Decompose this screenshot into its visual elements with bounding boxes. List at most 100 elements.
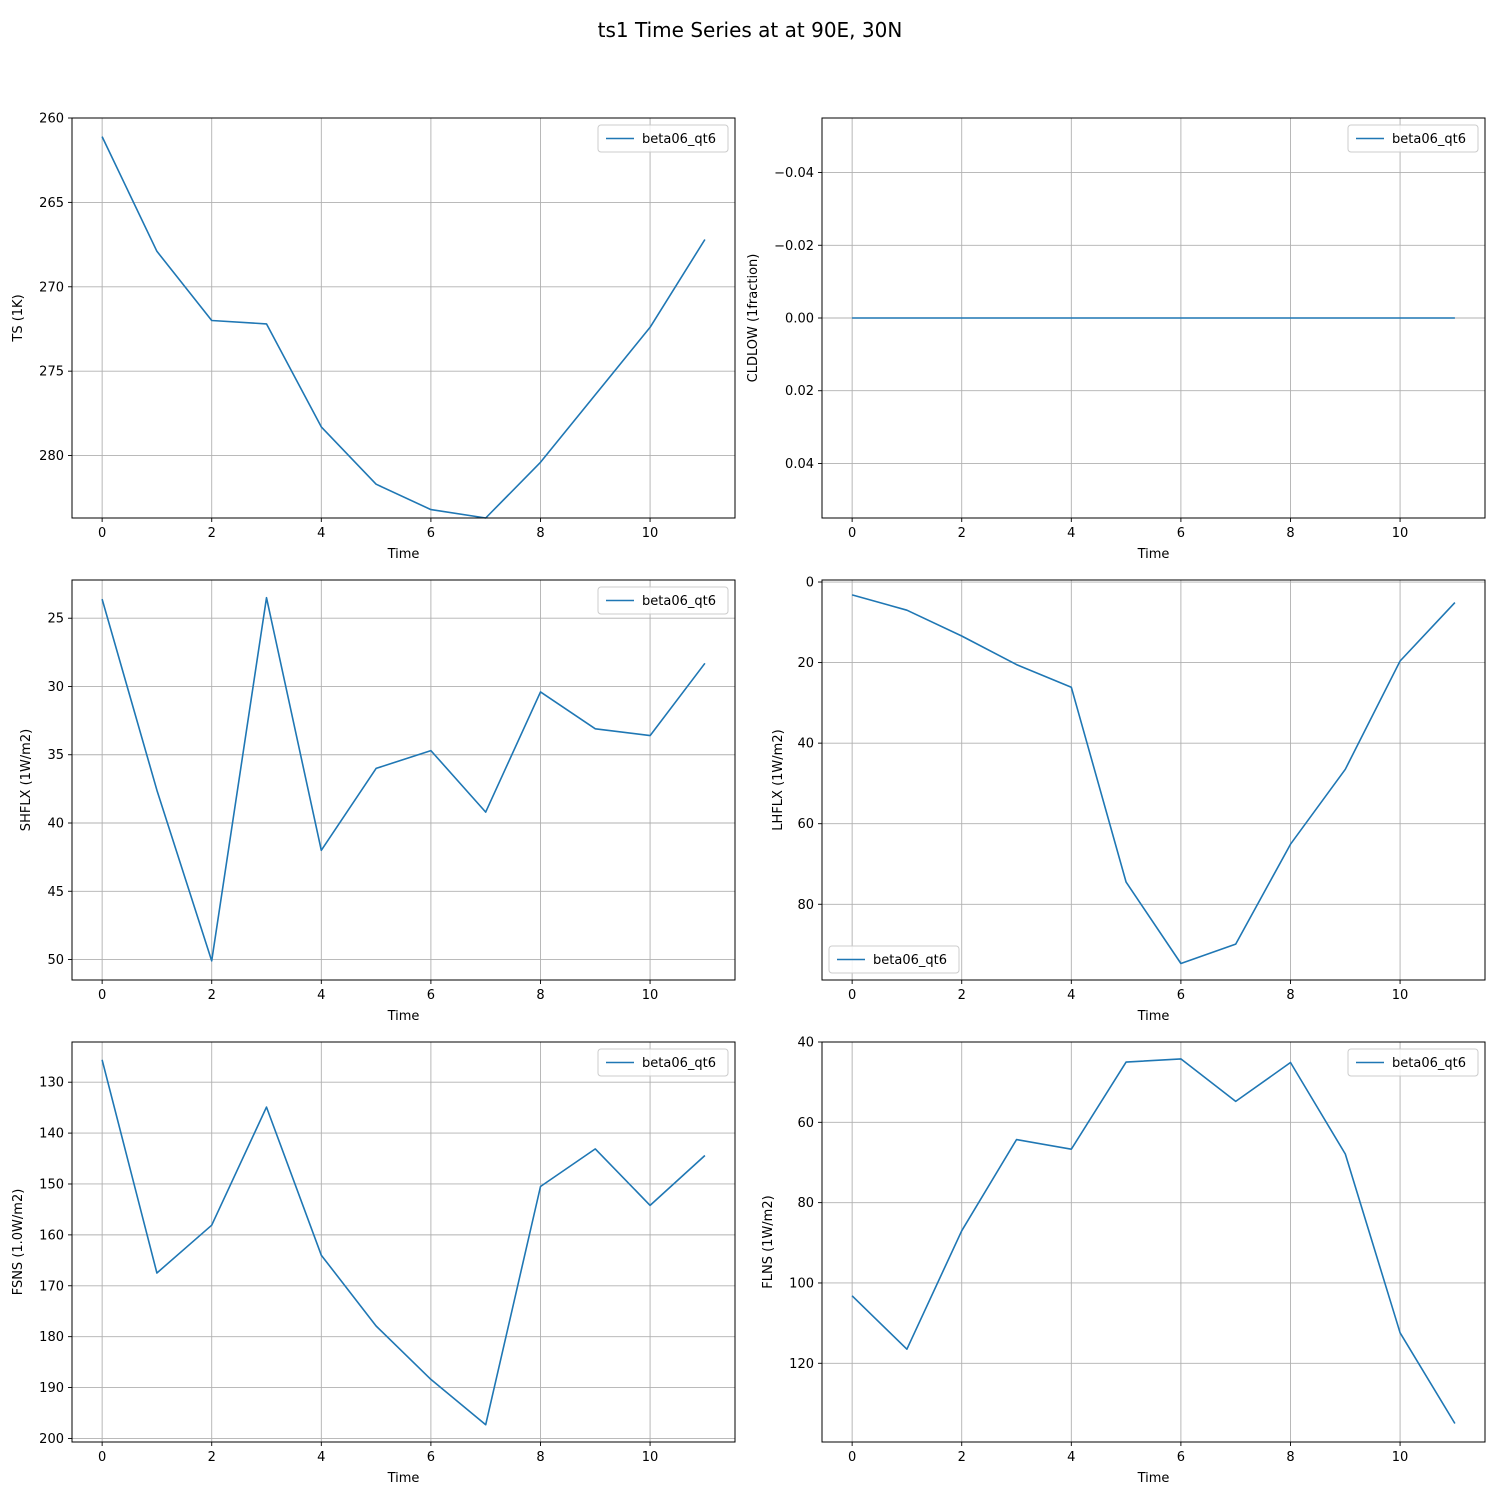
x-tick-label: 8 (1286, 1450, 1294, 1465)
legend: beta06_qt6 (597, 1048, 729, 1077)
y-tick-label: 60 (797, 817, 814, 832)
legend: beta06_qt6 (1347, 1048, 1479, 1077)
x-axis-label: Time (1137, 1471, 1170, 1486)
x-tick-label: 0 (848, 988, 856, 1003)
y-tick-label: 0.04 (785, 457, 814, 472)
x-tick-label: 6 (1177, 526, 1185, 541)
x-tick-label: 6 (427, 1450, 435, 1465)
y-tick-label: 40 (47, 817, 64, 832)
y-axis-label: FSNS (1.0W/m2) (11, 1189, 26, 1296)
subplot-4: 0 2 4 6 8 10 0 20 40 60 80 Time LHFLX (1W/m2) beta06_… (771, 576, 1486, 1024)
y-tick-label: 30 (47, 680, 64, 695)
y-tick-label: 35 (47, 748, 64, 763)
y-tick-label: 200 (39, 1432, 64, 1447)
x-tick-label: 4 (1067, 988, 1075, 1003)
y-tick-label: 80 (797, 898, 814, 913)
series-line (101, 136, 706, 519)
x-tick-label: 8 (1286, 988, 1294, 1003)
x-tick-label: 8 (1286, 526, 1294, 541)
axes-frame (71, 579, 736, 981)
x-axis-label: Time (387, 1471, 420, 1486)
subplot-2: 0 2 4 6 8 10 −0.04 −0.02 0.00 0.02 0.04 Time CLDLOW … (746, 117, 1486, 562)
x-tick-label: 4 (1067, 1450, 1075, 1465)
y-tick-label: 275 (39, 365, 64, 380)
x-tick-label: 0 (98, 1450, 106, 1465)
x-axis-label: Time (1137, 547, 1170, 562)
y-tick-label: 20 (797, 656, 814, 671)
x-tick-label: 2 (208, 526, 216, 541)
y-tick-label: 180 (39, 1330, 64, 1345)
x-tick-label: 0 (98, 988, 106, 1003)
legend-label: beta06_qt6 (873, 953, 947, 968)
y-tick-label: −0.02 (774, 239, 814, 254)
axes-frame (71, 117, 736, 519)
y-axis-label: FLNS (1W/m2) (761, 1195, 776, 1288)
series-line (851, 594, 1456, 965)
y-tick-label: 130 (39, 1076, 64, 1091)
y-tick-label: 25 (47, 612, 64, 627)
series-line (851, 1058, 1456, 1424)
x-tick-label: 2 (958, 988, 966, 1003)
subplot-5: 0 2 4 6 8 10 130 140 150 160 170 180 190 200 Time FSNS … (11, 1041, 736, 1486)
x-tick-label: 0 (848, 1450, 856, 1465)
y-tick-label: 280 (39, 449, 64, 464)
y-tick-label: 160 (39, 1228, 64, 1243)
x-axis-label: Time (387, 547, 420, 562)
legend-label: beta06_qt6 (642, 132, 716, 147)
y-axis-label: LHFLX (1W/m2) (771, 729, 786, 830)
y-tick-label: 40 (797, 1036, 814, 1051)
y-tick-label: 265 (39, 196, 64, 211)
y-tick-label: 170 (39, 1279, 64, 1294)
x-tick-label: 6 (427, 526, 435, 541)
axes-frame (71, 1041, 736, 1443)
x-tick-label: 4 (317, 526, 325, 541)
axes-frame (821, 579, 1486, 981)
y-tick-label: 40 (797, 737, 814, 752)
x-tick-label: 8 (536, 526, 544, 541)
subplot-3: 0 2 4 6 8 10 25 30 35 40 45 50 Time SHFLX (1W/m2) beta… (19, 579, 736, 1024)
x-tick-label: 10 (1392, 1450, 1409, 1465)
legend-label: beta06_qt6 (1392, 132, 1466, 147)
x-tick-label: 10 (1392, 526, 1409, 541)
y-tick-label: 100 (789, 1276, 814, 1291)
x-tick-label: 4 (317, 1450, 325, 1465)
x-axis-label: Time (387, 1009, 420, 1024)
legend-box (1347, 1048, 1479, 1077)
y-tick-label: 60 (797, 1116, 814, 1131)
subplot-1: 0 2 4 6 8 10 260 265 270 275 280 Time TS (1K) beta06_… (11, 112, 736, 562)
y-axis-label: SHFLX (1W/m2) (19, 729, 34, 831)
legend: beta06_qt6 (597, 124, 729, 153)
legend: beta06_qt6 (828, 945, 960, 974)
legend-box (1347, 124, 1479, 153)
legend-box (828, 945, 960, 974)
series-line (101, 1059, 706, 1426)
x-tick-label: 8 (536, 988, 544, 1003)
x-tick-label: 10 (1392, 988, 1409, 1003)
y-tick-label: 0 (806, 576, 814, 591)
legend: beta06_qt6 (597, 586, 729, 615)
x-axis-label: Time (1137, 1009, 1170, 1024)
y-tick-label: 190 (39, 1381, 64, 1396)
x-tick-label: 6 (427, 988, 435, 1003)
axes-frame (821, 117, 1486, 519)
y-tick-label: −0.04 (774, 166, 814, 181)
y-tick-label: 45 (47, 885, 64, 900)
y-axis-label: CLDLOW (1fraction) (746, 254, 761, 383)
legend-label: beta06_qt6 (642, 1056, 716, 1071)
x-tick-label: 6 (1177, 1450, 1185, 1465)
figure-title: ts1 Time Series at at 90E, 30N (598, 18, 903, 42)
axes-frame (821, 1041, 1486, 1443)
y-tick-label: 50 (47, 953, 64, 968)
legend-box (597, 1048, 729, 1077)
legend-label: beta06_qt6 (1392, 1056, 1466, 1071)
y-tick-label: 260 (39, 112, 64, 127)
legend: beta06_qt6 (1347, 124, 1479, 153)
y-tick-label: 270 (39, 280, 64, 295)
legend-box (597, 124, 729, 153)
y-tick-label: 120 (789, 1357, 814, 1372)
x-tick-label: 2 (208, 988, 216, 1003)
x-tick-label: 10 (642, 526, 659, 541)
